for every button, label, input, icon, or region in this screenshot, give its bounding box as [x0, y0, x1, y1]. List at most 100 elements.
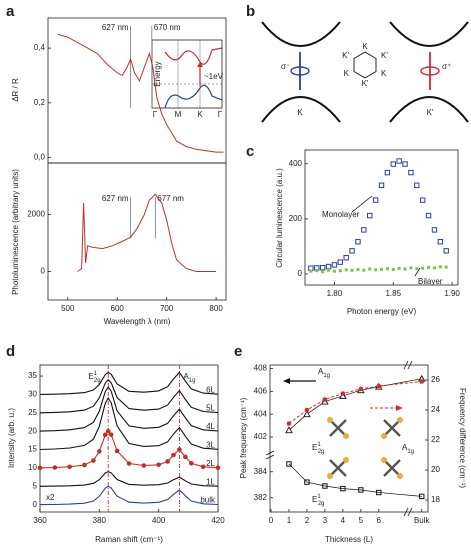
y-axis-label: Circular luminescence (a.u.) [275, 168, 284, 268]
atoms [327, 417, 403, 479]
marker-square [431, 227, 438, 233]
scale-label: x2 [46, 493, 55, 502]
marker-square [408, 169, 414, 176]
marker-pixel [403, 267, 407, 271]
atom [343, 433, 349, 439]
marker-dot [340, 391, 346, 396]
conduction-band-kp [389, 21, 469, 47]
plot-frame [269, 364, 429, 513]
marker-dot [419, 379, 425, 384]
bond [383, 459, 401, 477]
y-tick-label: 20 [28, 426, 37, 435]
inset-label: E1 2g [312, 442, 324, 455]
peak-label: A1g [183, 372, 195, 383]
marker-pixel [391, 268, 395, 272]
hex-label: K [344, 69, 350, 78]
x-tick-label: 500 [61, 304, 75, 313]
hex-label: K [362, 42, 368, 51]
panel-label: b [246, 3, 255, 20]
x-tick-label: 600 [111, 304, 125, 313]
annotation-label: 677 nm [157, 194, 184, 203]
marker-square [376, 489, 382, 496]
x-tick-label: 360 [33, 516, 47, 525]
y-tick-label: 10 [28, 463, 37, 472]
y-tick-label: 402 [254, 432, 268, 441]
axis-arrowhead [283, 378, 290, 384]
marker-square [340, 485, 346, 492]
axis-arrowhead [396, 405, 403, 411]
marker-square [361, 227, 367, 233]
marker-square [390, 161, 396, 167]
inset-label-sub: 2g [318, 449, 325, 455]
inset-arrowhead [197, 62, 203, 67]
valley-diagram [261, 21, 469, 123]
bond [329, 419, 347, 437]
inset-conduction [164, 47, 223, 65]
y-axis-label: ΔR / R [11, 78, 20, 102]
atom [381, 433, 387, 439]
marker-pixel [344, 268, 348, 272]
plot-frame [39, 364, 219, 513]
series-line [39, 386, 219, 432]
marker-dot [304, 407, 310, 413]
marker-square [337, 259, 344, 265]
marker-square [419, 197, 426, 203]
marker-pixel [362, 268, 366, 272]
marker-square [343, 255, 349, 261]
marker-dot [189, 461, 194, 466]
x-tick-label: 1.80 [327, 289, 343, 298]
bond [329, 459, 347, 477]
marker-dot [165, 459, 170, 464]
marker-pixel [327, 268, 331, 272]
marker-pixel [332, 269, 336, 273]
peak-label-sub: 1g [189, 378, 196, 384]
marker-dot [126, 461, 132, 466]
y2-tick-label: 20 [431, 465, 440, 474]
atom [381, 457, 387, 463]
series-label: 6L [206, 385, 215, 394]
valley-label: K' [427, 108, 434, 117]
series-label-sup: 1 [317, 494, 321, 500]
x-tick-label: 420 [211, 516, 225, 525]
valence-band-k [261, 96, 341, 123]
marker-pixel [421, 266, 425, 270]
marker-dot [67, 464, 72, 470]
y-tick-label: 5 [33, 481, 38, 490]
marker-square [367, 212, 373, 219]
marker-square [286, 461, 292, 467]
marker-dot [102, 432, 108, 438]
series-label: E1 2g [312, 494, 324, 507]
light-label: σ⁻ [281, 62, 290, 71]
marker-dot [91, 458, 96, 463]
inset-k-point: K [197, 110, 203, 119]
series-line [288, 378, 422, 431]
x-axis-label: Thickness (L) [325, 535, 373, 544]
x-tick-label: 700 [160, 304, 174, 313]
series-line [77, 193, 217, 272]
series-line [57, 33, 224, 153]
series-label: 2L [206, 459, 215, 468]
series-line [39, 378, 219, 414]
y-tick-label: 35 [28, 371, 37, 380]
y-axis-label: Peak frequency (cm⁻¹) [239, 397, 248, 478]
marker-dot [200, 464, 206, 470]
marker-pixel [338, 269, 342, 273]
marker-dot [108, 432, 114, 437]
series-label: 1L [206, 477, 215, 486]
marker-square [349, 248, 355, 254]
y2-tick-label: 24 [431, 405, 440, 414]
series-label: A1g [318, 367, 330, 378]
marker-square [414, 182, 420, 188]
x-axis-label: Raman shift (cm⁻¹) [95, 535, 163, 544]
series-line [39, 371, 219, 395]
pointer [414, 267, 421, 277]
inset-label-text: A [402, 443, 408, 452]
series-line [39, 485, 219, 506]
series-line [39, 397, 219, 451]
brillouin-hexagon [353, 51, 377, 79]
y-tick-label: 0,0 [34, 153, 46, 162]
marker-pixel [432, 266, 436, 270]
hex-label: K' [342, 51, 349, 60]
marker-dot [177, 447, 182, 452]
